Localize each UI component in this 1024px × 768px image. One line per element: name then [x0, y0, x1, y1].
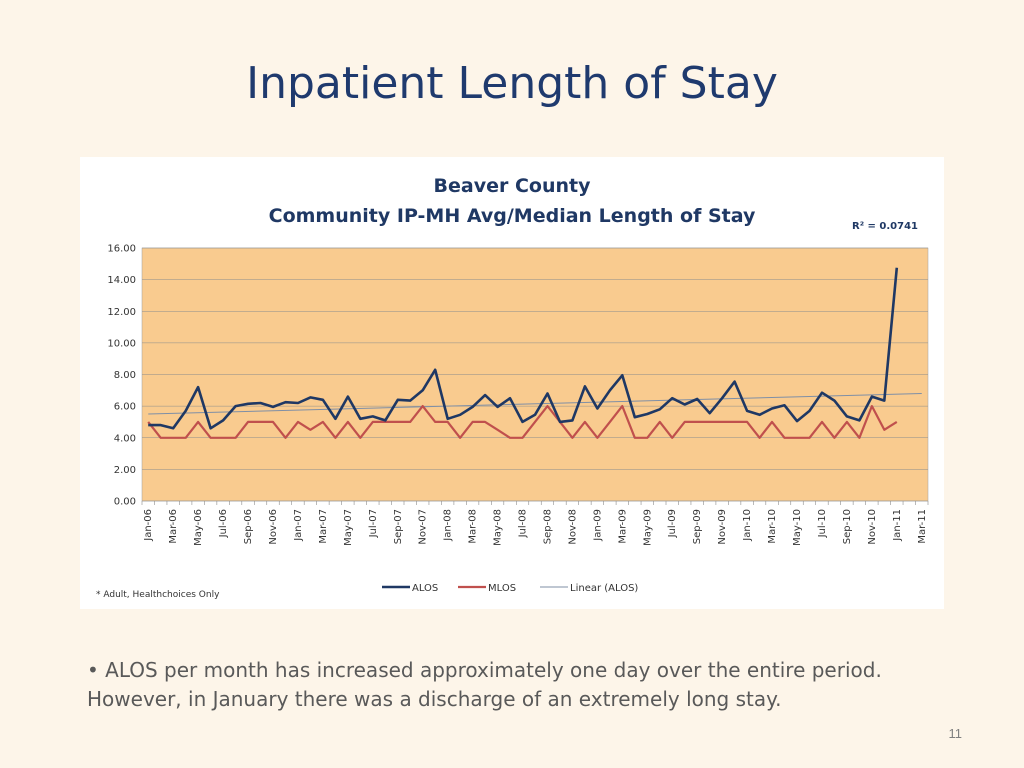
legend-label: MLOS — [488, 583, 516, 594]
x-tick-label: Nov-06 — [268, 509, 279, 545]
x-tick-label: Jan-07 — [293, 509, 304, 542]
y-tick-label: 6.00 — [114, 402, 136, 413]
x-tick-label: Jul-06 — [218, 509, 229, 538]
y-tick-label: 14.00 — [107, 275, 136, 286]
x-tick-label: Jul-09 — [667, 509, 678, 538]
r-squared-label: R² = 0.0741 — [852, 221, 918, 232]
x-tick-label: Jul-10 — [817, 509, 828, 538]
x-tick-label: Jan-10 — [742, 509, 753, 542]
page-number: 11 — [948, 726, 963, 741]
x-tick-label: Jan-08 — [443, 509, 454, 542]
x-tick-label: Jan-06 — [143, 509, 154, 542]
x-tick-label: Nov-07 — [418, 509, 429, 545]
x-tick-label: Jul-08 — [518, 509, 529, 538]
x-tick-label: Jan-09 — [592, 509, 603, 542]
chart-container: Beaver County Community IP-MH Avg/Median… — [80, 157, 944, 609]
series-layer — [147, 267, 922, 439]
legend: ALOS MLOS Linear (ALOS) — [382, 583, 638, 594]
y-tick-label: 12.00 — [107, 307, 136, 318]
x-tick-label: Jan-11 — [892, 509, 903, 542]
x-tick-label: Mar-08 — [468, 509, 479, 544]
y-axis: 0.00 2.00 4.00 6.00 8.00 10.00 12.00 14.00 16.00 — [107, 244, 136, 508]
x-tick-label: May-06 — [193, 509, 204, 546]
x-tick-label: Nov-10 — [867, 509, 878, 545]
x-tick-label: Sep-06 — [243, 509, 254, 544]
x-tick-label: Nov-09 — [717, 509, 728, 545]
x-tick-label: Mar-09 — [617, 509, 628, 544]
x-axis: Jan-06 Mar-06 May-06 Jul-06 Sep-06 Nov-06 Jan-… — [141, 501, 929, 546]
chart-footnote: * Adult, Healthchoices Only — [96, 590, 220, 600]
y-tick-label: 2.00 — [114, 465, 136, 476]
slide-title: Inpatient Length of Stay — [246, 58, 778, 109]
legend-label: ALOS — [412, 583, 438, 594]
legend-label: Linear (ALOS) — [570, 583, 638, 594]
x-tick-label: May-09 — [642, 509, 653, 546]
x-tick-label: Mar-07 — [318, 509, 329, 544]
y-tick-label: 10.00 — [107, 338, 136, 349]
x-tick-label: Sep-08 — [542, 509, 553, 544]
x-tick-label: May-10 — [792, 509, 803, 546]
gridlines — [142, 247, 928, 502]
x-tick-label: Jul-07 — [368, 509, 379, 538]
x-tick-label: Mar-11 — [917, 509, 928, 544]
x-tick-label: May-07 — [343, 509, 354, 546]
bullet-text: • ALOS per month has increased approxima… — [87, 658, 882, 711]
x-tick-label: Mar-10 — [767, 509, 778, 544]
y-tick-label: 0.00 — [114, 497, 136, 508]
x-tick-label: Sep-10 — [842, 509, 853, 544]
x-tick-label: Sep-07 — [393, 509, 404, 544]
x-tick-label: Sep-09 — [692, 509, 703, 544]
series-line-mlos — [147, 405, 898, 439]
y-tick-label: 16.00 — [107, 244, 136, 255]
x-tick-label: Nov-08 — [567, 509, 578, 545]
trendline-linear-alos — [148, 392, 922, 415]
x-tick-label: Mar-06 — [168, 509, 179, 544]
chart-title: Beaver County — [434, 175, 592, 197]
chart-subtitle: Community IP-MH Avg/Median Length of Sta… — [269, 205, 756, 227]
y-tick-label: 4.00 — [114, 433, 136, 444]
x-tick-label: May-08 — [493, 509, 504, 546]
line-chart: Beaver County Community IP-MH Avg/Median… — [96, 175, 929, 600]
series-line-alos — [148, 267, 899, 430]
y-tick-label: 8.00 — [114, 370, 136, 381]
